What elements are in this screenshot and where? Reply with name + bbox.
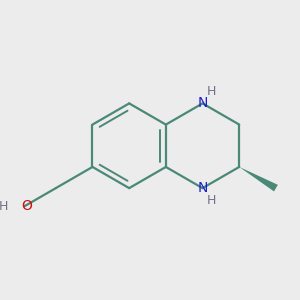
Text: H: H	[0, 200, 8, 213]
Text: N: N	[197, 96, 208, 110]
Text: H: H	[206, 85, 216, 98]
Text: O: O	[21, 199, 32, 213]
Text: H: H	[206, 194, 216, 207]
Polygon shape	[239, 167, 278, 191]
Text: N: N	[197, 181, 208, 195]
